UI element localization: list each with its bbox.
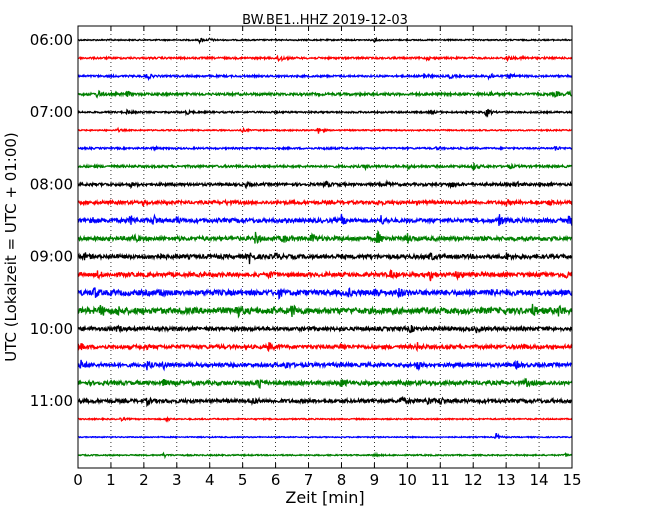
y-tick-label: 11:00 bbox=[30, 392, 73, 410]
trace-0600 bbox=[77, 36, 573, 45]
trace-1100 bbox=[77, 395, 573, 408]
x-tick-label: 6 bbox=[271, 471, 281, 489]
x-tick-label: 12 bbox=[464, 471, 483, 489]
trace-1130 bbox=[77, 432, 573, 440]
y-tick-label: 06:00 bbox=[30, 31, 73, 49]
trace-0730 bbox=[77, 144, 573, 152]
trace-0715 bbox=[77, 126, 573, 134]
y-tick-label: 09:00 bbox=[30, 248, 73, 266]
x-tick-label: 1 bbox=[106, 471, 116, 489]
trace-0630 bbox=[77, 72, 573, 82]
x-tick-label: 0 bbox=[73, 471, 83, 489]
x-axis-ticks: 0 1 2 3 4 5 6 7 8 9 10 11 12 13 14 15 bbox=[73, 26, 582, 489]
trace-0615 bbox=[77, 54, 573, 63]
trace-1015 bbox=[77, 342, 573, 353]
x-tick-label: 15 bbox=[562, 471, 581, 489]
trace-0645 bbox=[77, 89, 573, 99]
trace-0945 bbox=[77, 303, 573, 319]
plot-frame bbox=[77, 25, 573, 469]
x-tick-label: 4 bbox=[205, 471, 215, 489]
y-tick-label: 07:00 bbox=[30, 103, 73, 121]
x-tick-label: 14 bbox=[530, 471, 549, 489]
x-axis-label: Zeit [min] bbox=[285, 488, 364, 507]
x-tick-label: 7 bbox=[304, 471, 314, 489]
trace-0930 bbox=[77, 287, 573, 301]
trace-0700 bbox=[77, 108, 573, 118]
seismic-traces bbox=[77, 36, 573, 460]
trace-1115 bbox=[77, 415, 573, 423]
trace-0815 bbox=[77, 198, 573, 208]
chart-title: BW.BE1..HHZ 2019-12-03 bbox=[242, 13, 408, 28]
x-tick-label: 9 bbox=[370, 471, 380, 489]
trace-1000 bbox=[77, 324, 573, 334]
x-tick-label: 11 bbox=[431, 471, 450, 489]
trace-0900 bbox=[77, 251, 573, 265]
x-tick-label: 5 bbox=[238, 471, 248, 489]
trace-0745 bbox=[77, 162, 573, 172]
x-tick-label: 13 bbox=[497, 471, 516, 489]
y-tick-label: 10:00 bbox=[30, 320, 73, 338]
trace-1145 bbox=[77, 451, 573, 460]
x-tick-label: 3 bbox=[172, 471, 182, 489]
y-axis-ticks: 06:00 07:00 08:00 09:00 10:00 11:00 bbox=[30, 31, 572, 410]
x-gridlines bbox=[110, 26, 540, 468]
trace-0915 bbox=[77, 268, 573, 282]
trace-0830 bbox=[77, 213, 573, 226]
x-tick-label: 2 bbox=[139, 471, 149, 489]
trace-0845 bbox=[77, 229, 573, 245]
x-tick-label: 10 bbox=[398, 471, 417, 489]
trace-1045 bbox=[77, 377, 573, 389]
y-axis-label: UTC (Lokalzeit = UTC + 01:00) bbox=[2, 132, 20, 362]
trace-1030 bbox=[77, 359, 573, 372]
y-tick-label: 08:00 bbox=[30, 175, 73, 193]
trace-0800 bbox=[77, 179, 573, 190]
x-tick-label: 8 bbox=[337, 471, 347, 489]
